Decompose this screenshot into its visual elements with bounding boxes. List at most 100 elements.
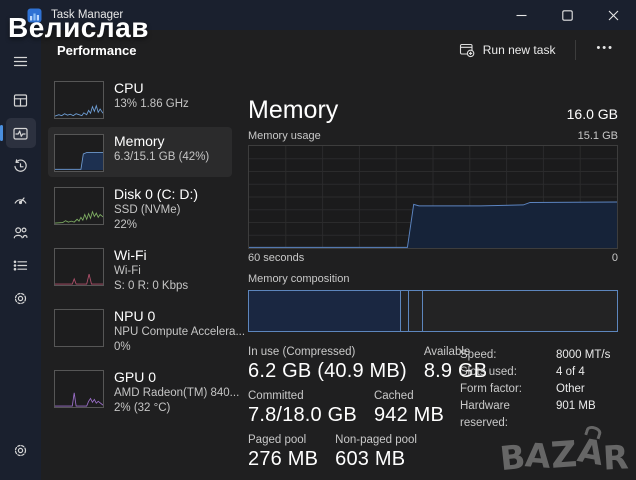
sidebar-item-processes[interactable] xyxy=(6,85,36,115)
minimize-button[interactable] xyxy=(498,0,544,30)
info-label: Hardware reserved: xyxy=(460,400,510,429)
stat-value: 603 MB xyxy=(335,448,406,470)
perf-item-name: Memory xyxy=(114,133,165,149)
stat-label: Paged pool xyxy=(248,434,307,446)
memory-detail-panel: Memory 16.0 GB Memory usage 15.1 GB xyxy=(232,74,636,480)
total-memory: 16.0 GB xyxy=(566,106,618,122)
detail-title: Memory xyxy=(248,96,339,124)
info-row-slots: Slots used: 4 of 4 xyxy=(460,364,610,381)
performance-icon xyxy=(13,127,28,140)
cpu-mini-graph xyxy=(54,81,104,119)
perf-item-sub: Wi-Fi xyxy=(114,265,141,277)
users-icon xyxy=(13,226,28,238)
perf-item-memory[interactable]: Memory 6.3/15.1 GB (42%) xyxy=(48,127,232,177)
sidebar-item-app-history[interactable] xyxy=(6,151,36,181)
stat-available: Available 8.9 GB xyxy=(424,346,487,383)
memory-usage-graph xyxy=(248,145,618,249)
npu-mini-graph xyxy=(54,309,104,347)
stat-committed: Committed 7.8/18.0 GB xyxy=(248,390,357,427)
stat-label: Available xyxy=(423,346,471,358)
stat-value: 7.8/18.0 GB xyxy=(248,404,357,426)
page-header: Performance Run new task ••• xyxy=(41,30,636,70)
hardware-info: Speed: 8000 MT/s Slots used: 4 of 4 Form… xyxy=(460,347,610,432)
info-row-form-factor: Form factor: Other xyxy=(460,381,610,398)
nav-rail xyxy=(0,30,41,480)
perf-item-name: NPU 0 xyxy=(114,308,156,324)
close-icon xyxy=(608,10,618,20)
info-label: Speed: xyxy=(460,349,497,361)
perf-item-name: CPU xyxy=(114,80,144,96)
perf-item-sub2: 22% xyxy=(114,219,138,231)
perf-item-npu0[interactable]: NPU 0 NPU Compute Accelera... 0% xyxy=(48,302,246,360)
sidebar-item-users[interactable] xyxy=(6,217,36,247)
sidebar-item-services[interactable] xyxy=(6,283,36,313)
perf-item-disk0[interactable]: Disk 0 (C: D:) SSD (NVMe) 22% xyxy=(48,180,232,238)
stat-value: 942 MB xyxy=(373,404,445,426)
info-value: 901 MB xyxy=(556,400,596,412)
perf-item-cpu[interactable]: CPU 13% 1.86 GHz xyxy=(48,74,232,124)
sidebar-item-performance[interactable] xyxy=(0,118,36,148)
nav-menu-button[interactable] xyxy=(6,46,36,76)
processes-icon xyxy=(13,93,28,107)
stat-in-use: In use (Compressed) 6.2 GB (40.9 MB) xyxy=(248,346,407,383)
perf-item-sub: NPU Compute Accelera... xyxy=(114,326,246,338)
sidebar-item-details[interactable] xyxy=(6,250,36,280)
sidebar-item-settings[interactable] xyxy=(6,435,36,465)
stat-value: 276 MB xyxy=(248,448,319,470)
perf-item-sub: AMD Radeon(TM) 840... xyxy=(114,387,240,399)
new-task-icon xyxy=(459,43,475,58)
composition-divider-2 xyxy=(421,291,423,331)
stat-paged-pool: Paged pool 276 MB xyxy=(248,434,318,471)
disk-mini-graph xyxy=(54,187,104,225)
maximize-icon xyxy=(561,9,573,21)
hamburger-icon xyxy=(13,56,28,66)
axis-right-label: 0 xyxy=(611,252,618,264)
history-clock-icon xyxy=(14,158,27,172)
composition-label: Memory composition xyxy=(248,273,350,285)
perf-item-name: GPU 0 xyxy=(114,369,157,385)
axis-left-label: 60 seconds xyxy=(248,252,305,264)
stat-nonpaged-pool: Non-paged pool 603 MB xyxy=(335,434,417,471)
settings-gear-icon xyxy=(14,444,27,456)
details-list-icon xyxy=(13,260,28,270)
close-button[interactable] xyxy=(590,0,636,30)
app-logo-icon xyxy=(27,8,42,22)
more-options-button[interactable]: ••• xyxy=(596,42,614,54)
info-label: Slots used: xyxy=(460,366,517,378)
info-value: 4 of 4 xyxy=(556,366,585,378)
stat-value: 8.9 GB xyxy=(423,360,488,382)
titlebar: Task Manager xyxy=(0,0,636,30)
page-title: Performance xyxy=(57,42,137,58)
perf-item-sub: 6.3/15.1 GB (42%) xyxy=(114,151,210,163)
perf-item-sub2: 2% (32 °C) xyxy=(114,402,171,414)
maximize-button[interactable] xyxy=(544,0,590,30)
memory-stats: In use (Compressed) 6.2 GB (40.9 MB) Ava… xyxy=(248,346,618,471)
stat-label: In use (Compressed) xyxy=(248,346,356,358)
stat-cached: Cached 942 MB xyxy=(374,390,444,427)
perf-item-sub: SSD (NVMe) xyxy=(114,204,181,216)
performance-list: CPU 13% 1.86 GHz Memory 6.3/15.1 GB (42%… xyxy=(48,74,246,480)
perf-item-name: Disk 0 (C: D:) xyxy=(114,186,198,202)
memory-mini-graph xyxy=(54,134,104,172)
composition-divider-1 xyxy=(407,291,409,331)
content-area: Performance Run new task ••• xyxy=(41,30,636,480)
memory-composition-bar xyxy=(248,290,618,332)
info-value: 8000 MT/s xyxy=(556,349,611,361)
perf-item-sub: 13% 1.86 GHz xyxy=(114,98,189,110)
run-new-task-button[interactable]: Run new task xyxy=(451,37,564,63)
stat-value: 6.2 GB (40.9 MB) xyxy=(248,360,407,382)
info-row-hw-reserved: Hardware reserved: 901 MB xyxy=(460,398,610,432)
sidebar-item-startup-apps[interactable] xyxy=(6,184,36,214)
info-row-speed: Speed: 8000 MT/s xyxy=(460,347,610,364)
window-title: Task Manager xyxy=(51,9,124,21)
info-label: Form factor: xyxy=(460,383,522,395)
perf-item-wifi[interactable]: Wi-Fi Wi-Fi S: 0 R: 0 Kbps xyxy=(48,241,232,299)
usage-max-label: 15.1 GB xyxy=(577,130,618,142)
composition-inuse-segment xyxy=(249,291,401,331)
perf-item-gpu0[interactable]: GPU 0 AMD Radeon(TM) 840... 2% (32 °C) xyxy=(48,363,240,421)
info-value: Other xyxy=(556,383,585,395)
gpu-mini-graph xyxy=(54,370,104,408)
stat-label: Cached xyxy=(373,390,414,402)
minimize-icon xyxy=(516,14,526,16)
